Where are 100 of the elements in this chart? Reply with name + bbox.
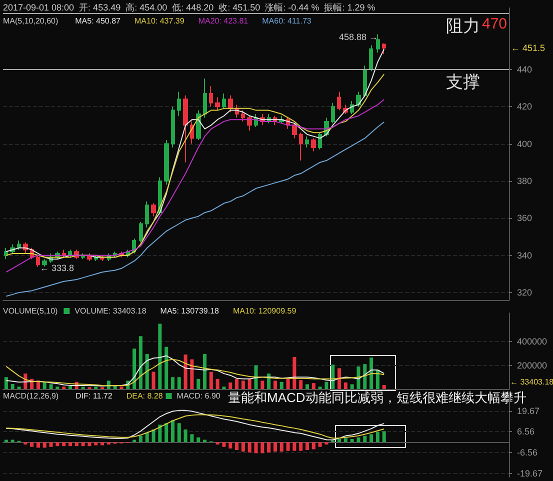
bar xyxy=(338,368,342,389)
candlestick xyxy=(203,78,207,118)
y-tick-label: 6.56 xyxy=(517,426,535,437)
candlestick xyxy=(177,91,181,116)
bar xyxy=(382,431,386,442)
bar xyxy=(376,370,380,389)
bar xyxy=(260,380,264,389)
bar xyxy=(286,442,290,451)
candlestick xyxy=(376,34,380,54)
bar xyxy=(280,382,284,389)
candlestick xyxy=(222,93,226,109)
bar xyxy=(235,442,239,450)
bar xyxy=(30,442,34,447)
bar xyxy=(216,378,220,389)
candlestick xyxy=(337,91,341,111)
candlestick xyxy=(292,122,297,139)
legend-title: MA(5,10,20,60) xyxy=(3,16,58,26)
bar xyxy=(280,442,284,452)
y-tick-label: 360 xyxy=(517,213,532,224)
bar xyxy=(4,377,8,389)
bar xyxy=(190,434,194,442)
y-tick-label: 420 xyxy=(517,102,532,112)
bar xyxy=(376,432,380,442)
chart-title: 2017-09-01 08:00 开: 453.49 高: 454.00 低: 448.20 收: 451.50 涨幅: -0.44 % 振幅: 1.29 % xyxy=(3,2,376,12)
y-tick-label: 400 xyxy=(517,138,532,149)
candlestick xyxy=(183,94,188,163)
bar xyxy=(273,380,277,389)
bar xyxy=(382,385,386,389)
bar xyxy=(324,382,328,389)
y-tick-label: 19.67 xyxy=(517,406,540,416)
bar xyxy=(299,442,303,451)
text: DEA: 8.28 xyxy=(126,392,164,400)
annotation: 470 xyxy=(482,16,508,32)
bar xyxy=(312,383,316,389)
bar xyxy=(132,348,136,389)
y-tick-label: -6.56 xyxy=(517,448,538,458)
y-tick-label: 380 xyxy=(517,176,532,186)
text: MA60: 411.73 xyxy=(262,16,312,26)
bar xyxy=(158,324,162,389)
candlestick xyxy=(164,140,169,186)
bar xyxy=(254,365,258,389)
bar xyxy=(152,372,156,389)
bar xyxy=(370,358,374,389)
bar xyxy=(241,380,245,389)
y-tick-label: -19.67 xyxy=(517,468,543,478)
candlestick xyxy=(228,94,233,113)
bar xyxy=(267,442,271,452)
bar xyxy=(318,442,322,447)
bar xyxy=(56,442,60,446)
bar xyxy=(100,442,104,446)
bar xyxy=(158,424,162,442)
bar xyxy=(196,378,200,389)
candlestick xyxy=(145,200,149,228)
text: MA10: 120909.59 xyxy=(232,306,297,316)
legend-title: VOLUME(5,10) xyxy=(3,306,58,316)
bar xyxy=(260,442,264,454)
bar xyxy=(305,384,309,389)
bar xyxy=(145,432,149,442)
bar xyxy=(184,429,188,442)
bar xyxy=(81,442,85,446)
bar xyxy=(138,336,142,389)
bar xyxy=(68,386,72,389)
bar xyxy=(62,442,66,446)
candlestick xyxy=(318,132,322,150)
annotation: ← 333.8 xyxy=(40,263,74,273)
candlestick xyxy=(382,42,386,55)
line-series xyxy=(6,414,385,439)
bar xyxy=(248,442,252,452)
candlestick xyxy=(331,102,335,124)
bar xyxy=(299,380,303,389)
bar xyxy=(312,442,316,450)
bar xyxy=(36,442,40,448)
bar xyxy=(24,442,28,445)
candlestick xyxy=(17,240,21,250)
bar xyxy=(350,438,354,442)
bar xyxy=(216,442,220,445)
legend-label: VOLUME: 33403.18 xyxy=(74,306,147,316)
ref-line-label: 支撑 xyxy=(446,72,480,92)
bar xyxy=(222,442,226,447)
text: MA10: 437.39 xyxy=(134,16,185,26)
bar xyxy=(324,442,328,445)
bar xyxy=(203,354,207,389)
line-series xyxy=(6,98,385,273)
bar xyxy=(363,364,367,389)
bar xyxy=(184,354,188,389)
bar xyxy=(356,366,360,389)
candlestick xyxy=(363,65,367,98)
candlestick xyxy=(369,44,373,72)
y-tick-label: 320 xyxy=(517,288,532,298)
candlestick xyxy=(42,258,47,268)
bar xyxy=(164,423,168,442)
bar xyxy=(113,386,117,389)
bar xyxy=(170,377,174,389)
bar xyxy=(170,420,174,442)
annotation: 458.88 → xyxy=(338,32,378,42)
bar xyxy=(331,364,335,389)
bar xyxy=(10,384,14,389)
bar xyxy=(68,442,72,446)
bar xyxy=(42,442,46,448)
bar xyxy=(42,382,46,389)
